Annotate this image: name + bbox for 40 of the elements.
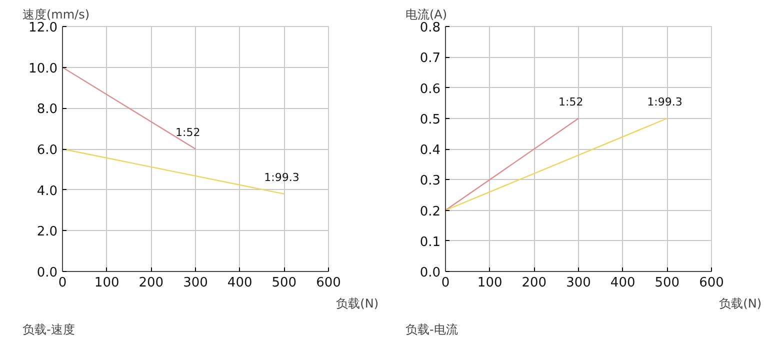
- y-tick-label: 0.0: [36, 266, 58, 280]
- y-tick-label: 0.2: [420, 204, 441, 220]
- x-tick-label: 100: [94, 276, 120, 290]
- x-tick-label: 300: [183, 276, 208, 290]
- y-tick-label: 0.8: [420, 20, 441, 36]
- y-tick-label: 0.3: [420, 174, 441, 189]
- x-axis-title: 负载(N): [336, 296, 379, 310]
- y-axis-title: 电流(A): [406, 8, 448, 22]
- x-tick-label: 600: [316, 276, 341, 290]
- y-tick-label: 0.5: [420, 112, 441, 128]
- x-tick-label: 200: [138, 276, 164, 290]
- y-tick-label: 0.0: [420, 266, 441, 280]
- y-tick-label: 12.0: [28, 20, 58, 36]
- x-tick-label: 400: [227, 276, 252, 290]
- x-tick-label: 0: [441, 276, 450, 290]
- y-tick-label: 4.0: [36, 184, 58, 199]
- y-tick-label: 0.4: [420, 143, 441, 158]
- x-tick-label: 400: [610, 276, 636, 290]
- x-tick-label: 600: [699, 276, 724, 290]
- series-label: 1:52: [558, 95, 584, 108]
- y-tick-label: 0.6: [420, 82, 441, 97]
- y-tick-label: 0.1: [420, 234, 441, 250]
- series-label: 1:99.3: [264, 170, 300, 184]
- series-label: 1:99.3: [647, 95, 682, 108]
- y-tick-label: 0.7: [420, 51, 441, 66]
- x-tick-label: 500: [272, 276, 297, 290]
- x-tick-label: 300: [566, 276, 591, 290]
- x-axis-title: 负载(N): [719, 296, 762, 310]
- y-axis-title: 速度(mm/s): [22, 8, 90, 22]
- y-tick-label: 2.0: [36, 224, 58, 240]
- series-label: 1:52: [176, 126, 200, 139]
- text: 负载-速度: [22, 322, 75, 336]
- x-tick-label: 200: [522, 276, 547, 290]
- y-tick-label: 8.0: [36, 102, 58, 118]
- x-tick-label: 500: [654, 276, 680, 290]
- text: 负载-电流: [406, 322, 458, 336]
- y-tick-label: 10.0: [28, 61, 58, 76]
- x-tick-label: 0: [58, 276, 67, 290]
- y-tick-label: 6.0: [36, 143, 58, 158]
- x-tick-label: 100: [477, 276, 502, 290]
